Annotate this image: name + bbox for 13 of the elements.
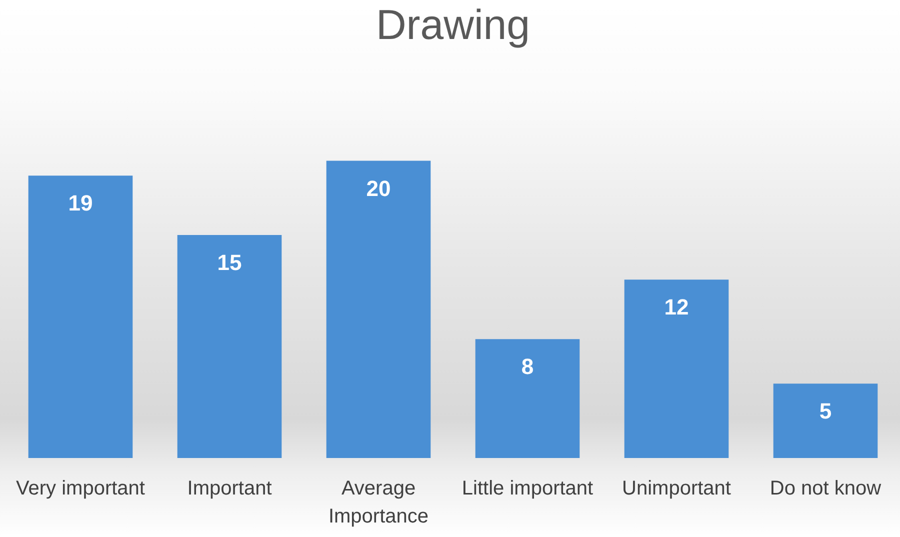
x-tick-label: Do not know [770,478,882,500]
x-tick-label: Very important [16,478,146,500]
x-tick-label: Average Importance [328,478,429,528]
data-label: 19 [68,190,93,216]
data-label: 20 [366,176,391,201]
x-tick-label: Unimportant [622,478,732,500]
x-tick-label: Little important [462,478,594,500]
chart-title: Drawing [376,0,530,48]
data-label: 8 [521,354,534,380]
x-tick-label: Important [187,478,272,500]
data-label: 15 [217,250,242,276]
data-label: 5 [819,398,832,424]
data-label: 12 [664,294,689,320]
